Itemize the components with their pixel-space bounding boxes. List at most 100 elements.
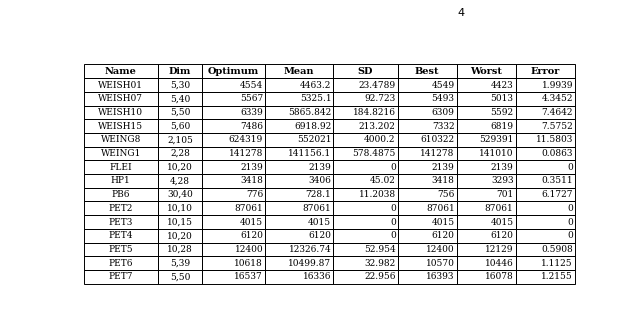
- Text: 5,39: 5,39: [170, 259, 190, 268]
- Text: 3293: 3293: [491, 177, 513, 186]
- Bar: [265, 188, 333, 202]
- Text: 141156.1: 141156.1: [288, 149, 332, 158]
- Text: WEING1: WEING1: [100, 149, 141, 158]
- Text: 213.202: 213.202: [359, 122, 396, 131]
- Bar: [333, 202, 397, 215]
- Bar: [397, 65, 456, 78]
- Text: 5,40: 5,40: [170, 94, 190, 103]
- Bar: [265, 133, 333, 147]
- Bar: [157, 65, 202, 78]
- Text: 6918.92: 6918.92: [294, 122, 332, 131]
- Bar: [265, 202, 333, 215]
- Bar: [265, 106, 333, 119]
- Text: 728.1: 728.1: [305, 190, 332, 199]
- Text: 6120: 6120: [491, 231, 513, 240]
- Text: 141278: 141278: [420, 149, 454, 158]
- Bar: [397, 215, 456, 229]
- Text: 4015: 4015: [490, 218, 513, 227]
- Text: 6819: 6819: [490, 122, 513, 131]
- Text: 0: 0: [390, 163, 396, 172]
- Bar: [84, 160, 157, 174]
- Bar: [516, 229, 575, 243]
- Bar: [202, 65, 265, 78]
- Text: 11.5803: 11.5803: [536, 135, 573, 144]
- Text: 0.5908: 0.5908: [541, 245, 573, 254]
- Bar: [202, 174, 265, 188]
- Bar: [456, 215, 516, 229]
- Text: 5325.1: 5325.1: [300, 94, 332, 103]
- Bar: [84, 106, 157, 119]
- Bar: [397, 160, 456, 174]
- Text: 6.1727: 6.1727: [541, 190, 573, 199]
- Bar: [333, 147, 397, 160]
- Text: 87061: 87061: [303, 204, 332, 213]
- Text: 5493: 5493: [431, 94, 454, 103]
- Bar: [265, 65, 333, 78]
- Bar: [202, 78, 265, 92]
- Text: 4: 4: [457, 8, 465, 18]
- Text: 5865.842: 5865.842: [288, 108, 332, 117]
- Text: FLEI: FLEI: [109, 163, 132, 172]
- Text: 10,20: 10,20: [167, 163, 193, 172]
- Bar: [265, 174, 333, 188]
- Text: 6120: 6120: [308, 231, 332, 240]
- Text: 0: 0: [390, 218, 396, 227]
- Bar: [456, 188, 516, 202]
- Text: 701: 701: [496, 190, 513, 199]
- Bar: [84, 65, 157, 78]
- Bar: [516, 160, 575, 174]
- Bar: [157, 160, 202, 174]
- Text: 10618: 10618: [234, 259, 263, 268]
- Text: 16393: 16393: [426, 272, 454, 282]
- Bar: [202, 106, 265, 119]
- Text: 184.8216: 184.8216: [353, 108, 396, 117]
- Text: 10,20: 10,20: [167, 231, 193, 240]
- Bar: [157, 188, 202, 202]
- Bar: [202, 202, 265, 215]
- Text: 7.5752: 7.5752: [541, 122, 573, 131]
- Text: 141010: 141010: [479, 149, 513, 158]
- Bar: [456, 65, 516, 78]
- Bar: [516, 106, 575, 119]
- Text: 12326.74: 12326.74: [289, 245, 332, 254]
- Bar: [84, 188, 157, 202]
- Bar: [202, 188, 265, 202]
- Text: 10,28: 10,28: [167, 245, 193, 254]
- Text: Mean: Mean: [284, 67, 314, 76]
- Bar: [516, 92, 575, 106]
- Bar: [157, 92, 202, 106]
- Text: 10,15: 10,15: [167, 218, 193, 227]
- Bar: [265, 78, 333, 92]
- Text: 3406: 3406: [308, 177, 332, 186]
- Bar: [456, 243, 516, 256]
- Text: WEISH15: WEISH15: [98, 122, 143, 131]
- Bar: [333, 119, 397, 133]
- Bar: [397, 202, 456, 215]
- Bar: [202, 133, 265, 147]
- Bar: [202, 119, 265, 133]
- Text: 11.2038: 11.2038: [358, 190, 396, 199]
- Bar: [456, 133, 516, 147]
- Bar: [265, 147, 333, 160]
- Text: 4000.2: 4000.2: [364, 135, 396, 144]
- Bar: [202, 270, 265, 284]
- Text: 0: 0: [567, 218, 573, 227]
- Text: 4015: 4015: [308, 218, 332, 227]
- Bar: [84, 270, 157, 284]
- Text: 5,30: 5,30: [170, 81, 190, 90]
- Bar: [202, 215, 265, 229]
- Bar: [202, 243, 265, 256]
- Text: 5567: 5567: [240, 94, 263, 103]
- Bar: [265, 92, 333, 106]
- Text: 32.982: 32.982: [364, 259, 396, 268]
- Bar: [397, 188, 456, 202]
- Bar: [157, 174, 202, 188]
- Bar: [84, 229, 157, 243]
- Text: 3418: 3418: [432, 177, 454, 186]
- Bar: [84, 147, 157, 160]
- Text: PET4: PET4: [109, 231, 133, 240]
- Text: 4463.2: 4463.2: [300, 81, 332, 90]
- Text: PET7: PET7: [109, 272, 133, 282]
- Text: 5592: 5592: [490, 108, 513, 117]
- Bar: [157, 119, 202, 133]
